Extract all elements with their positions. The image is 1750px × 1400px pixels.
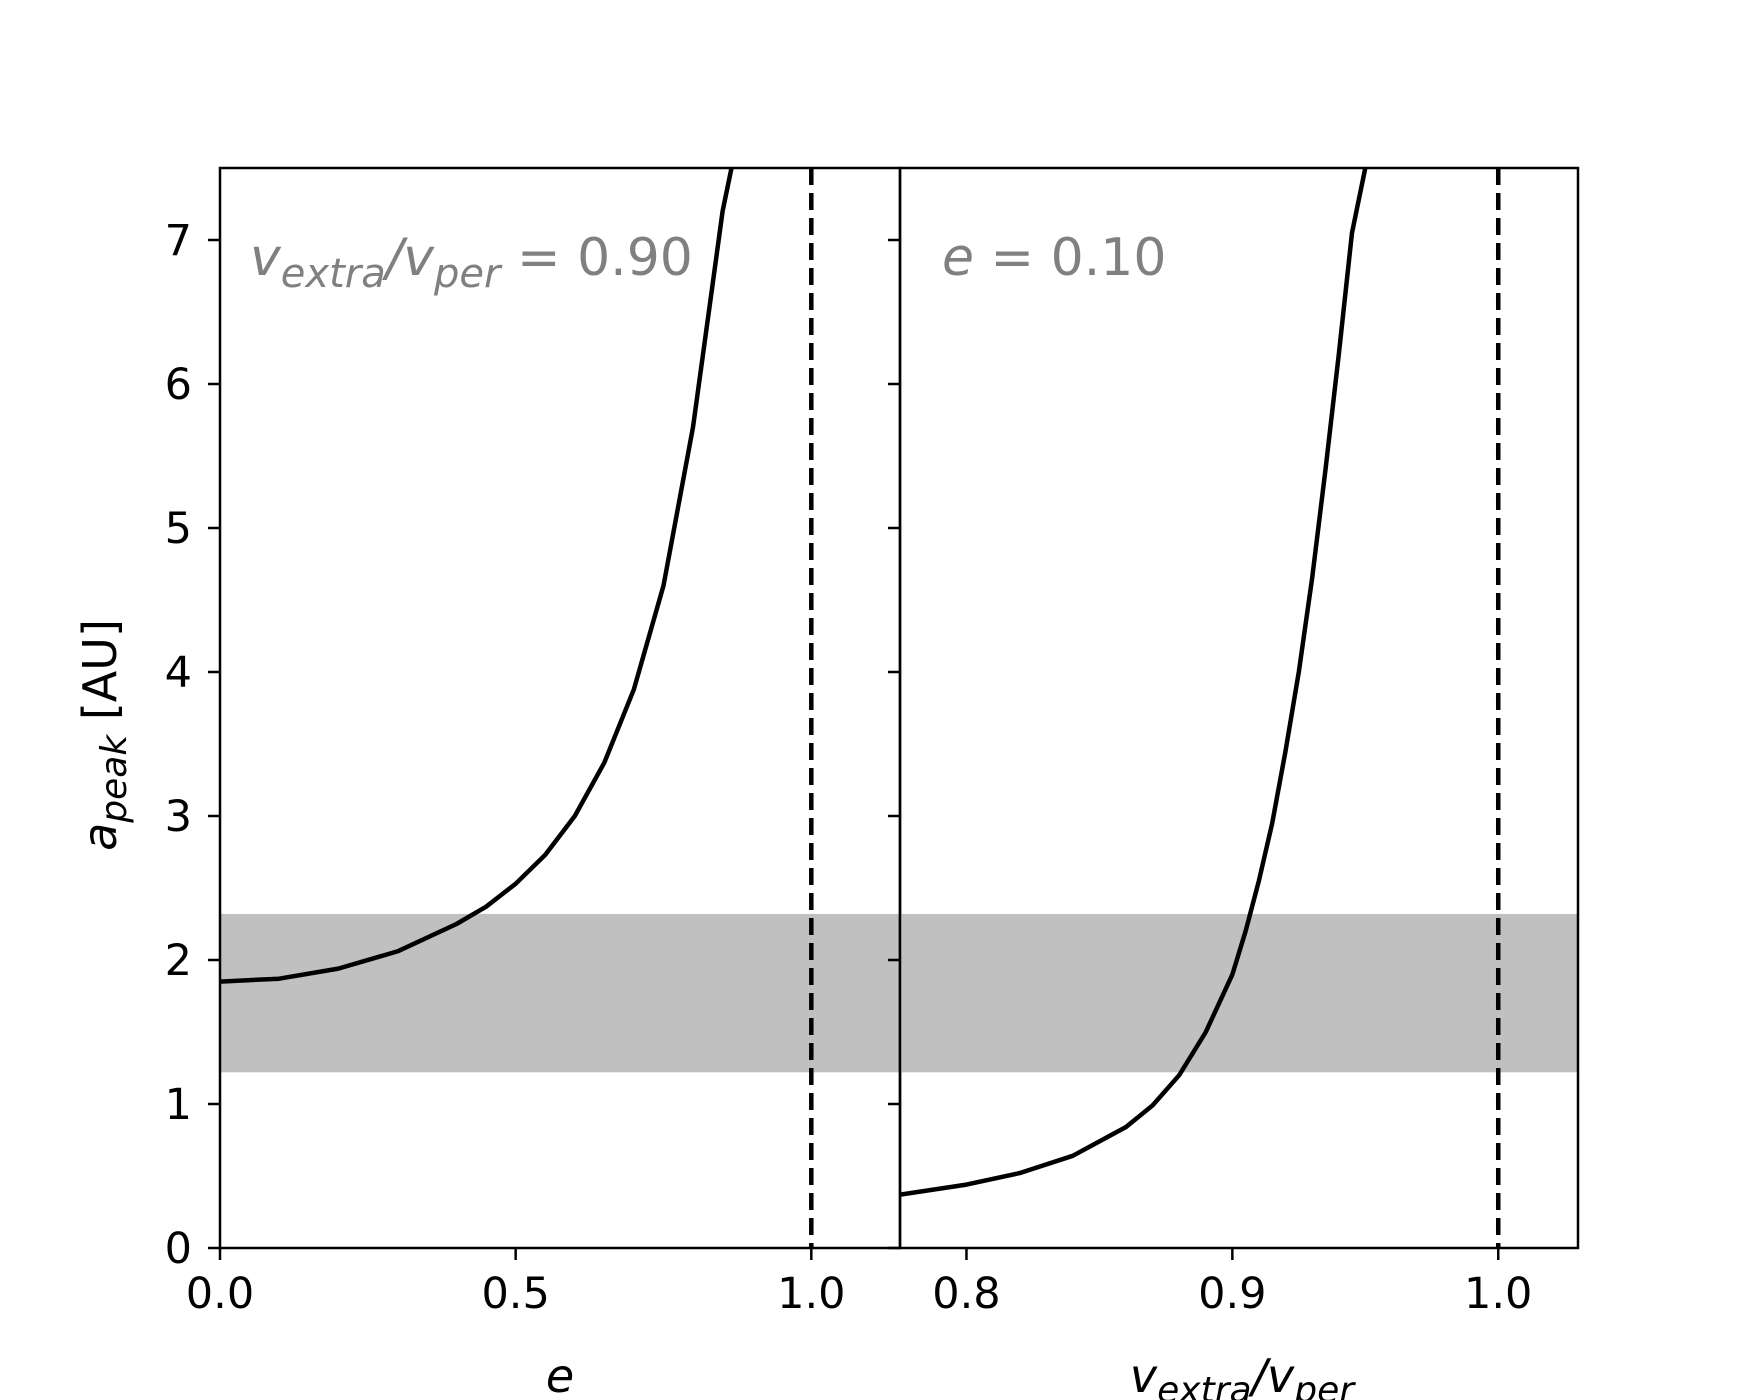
x-tick-label: 1.0 — [1464, 1269, 1532, 1319]
annotation-left: vextra/vper = 0.90 — [250, 228, 693, 297]
y-tick-label: 2 — [165, 936, 192, 986]
axes-frame — [898, 166, 1580, 1250]
y-tick-label: 7 — [165, 216, 192, 266]
axes-frame — [218, 166, 902, 1250]
shaded-band — [220, 913, 900, 1073]
x-axis-label-right: vextra/vper — [1130, 1349, 1356, 1400]
shaded-band — [900, 913, 1578, 1073]
curve-line — [220, 168, 734, 984]
y-tick-label: 5 — [165, 504, 192, 554]
curve-line — [900, 168, 1368, 1197]
left-panel: 0.0 0.5 1.0 0 1 2 3 4 5 6 7 — [165, 166, 902, 1319]
y-tick-label: 1 — [165, 1080, 192, 1130]
x-tick-label: 0.9 — [1198, 1269, 1266, 1319]
x-tick-label: 0.0 — [186, 1269, 254, 1319]
y-tick-label: 3 — [165, 792, 192, 842]
y-axis-label: apeak [AU] — [73, 619, 135, 851]
x-axis-label-left: e — [546, 1349, 574, 1400]
right-panel: 0.8 0.9 1.0 — [888, 166, 1580, 1319]
x-tick-label: 0.5 — [481, 1269, 549, 1319]
y-tick-label: 0 — [165, 1224, 192, 1274]
x-tick-label: 0.8 — [932, 1269, 1000, 1319]
y-tick-label: 6 — [165, 360, 192, 410]
annotation-right: e = 0.10 — [942, 228, 1166, 288]
y-tick-label: 4 — [165, 648, 192, 698]
x-tick-label: 1.0 — [777, 1269, 845, 1319]
